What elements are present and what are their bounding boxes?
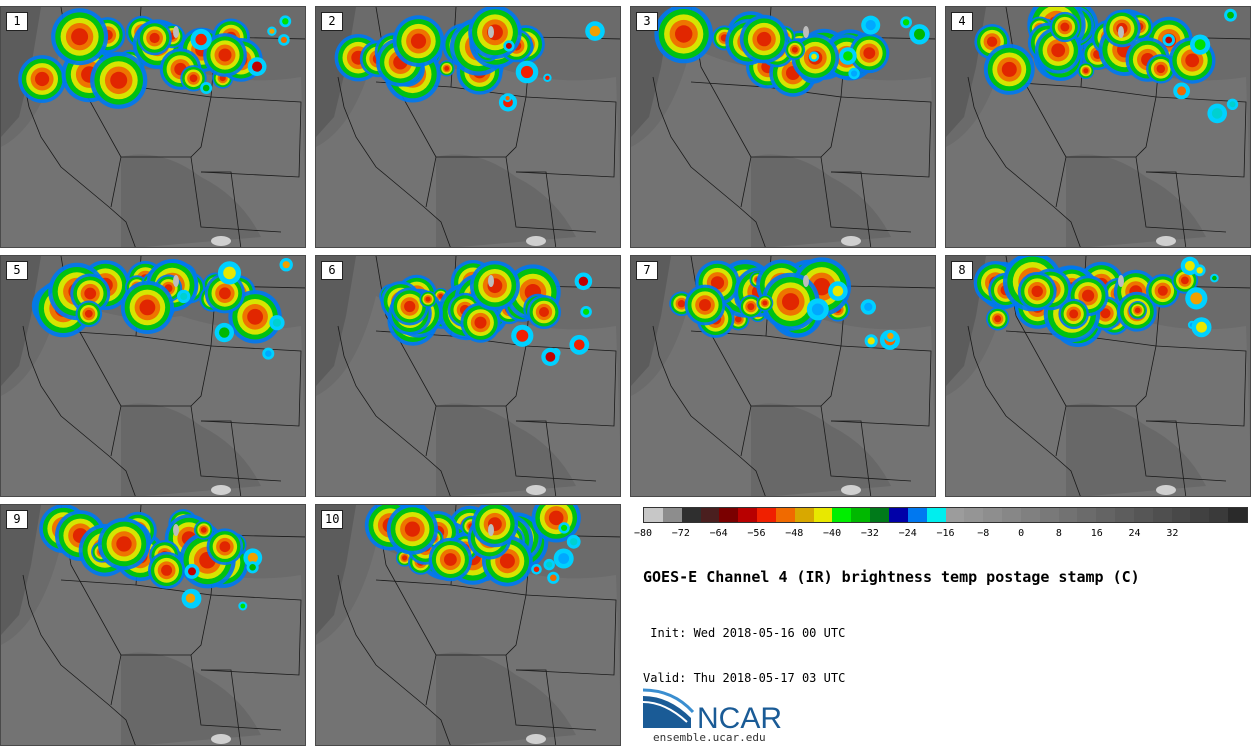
stamp-panel-7: 7: [630, 255, 936, 497]
ir-map-3: [631, 7, 935, 247]
stamp-panel-4: 4: [945, 6, 1251, 248]
colorbar-segment: [662, 508, 682, 522]
ir-map-8: [946, 256, 1250, 496]
stamp-panel-10: 10: [315, 504, 621, 746]
stamp-number: 3: [636, 12, 658, 31]
colorbar-segment: [719, 508, 739, 522]
colorbar-tick-label: −56: [747, 528, 766, 539]
website-text: ensemble.ucar.edu: [653, 731, 766, 744]
colorbar-segment: [681, 508, 701, 522]
stamp-panel-3: 3: [630, 6, 936, 248]
stamp-number: 6: [321, 261, 343, 280]
stamp-panel-8: 8: [945, 255, 1251, 497]
logo-text: NCAR: [697, 702, 782, 732]
ir-map-9: [1, 505, 305, 745]
stamp-number: 10: [321, 510, 344, 529]
valid-time: Valid: Thu 2018-05-17 03 UTC: [643, 671, 846, 685]
colorbar-segment: [644, 508, 663, 522]
colorbar-tick-label: −48: [785, 528, 804, 539]
stamp-number: 9: [6, 510, 28, 529]
ir-map-7: [631, 256, 935, 496]
colorbar-segment: [870, 508, 889, 522]
colorbar-segment: [983, 508, 1003, 522]
ir-map-10: [316, 505, 620, 745]
colorbar-tick-label: −24: [898, 528, 917, 539]
colorbar-segment: [851, 508, 871, 522]
ir-map-6: [316, 256, 620, 496]
colorbar-segment: [1152, 508, 1172, 522]
ir-map-2: [316, 7, 620, 247]
stamp-number: 2: [321, 12, 343, 31]
colorbar-segment: [1190, 508, 1210, 522]
ncar-logo: NCAR: [643, 688, 782, 732]
colorbar-segment: [1133, 508, 1153, 522]
colorbar-segment: [1096, 508, 1116, 522]
run-info: Init: Wed 2018-05-16 00 UTC Valid: Thu 2…: [643, 596, 845, 701]
colorbar-segment: [1209, 508, 1229, 522]
colorbar-tick-label: 32: [1166, 528, 1179, 539]
ir-map-4: [946, 7, 1250, 247]
colorbar-segment: [945, 508, 965, 522]
ir-map-1: [1, 7, 305, 247]
colorbar-segment: [1171, 508, 1191, 522]
colorbar-tick-label: 8: [1055, 528, 1062, 539]
colorbar-tick-label: −80: [633, 528, 653, 539]
colorbar-segment: [1002, 508, 1021, 522]
stamp-number: 7: [636, 261, 658, 280]
colorbar-tick-label: −40: [823, 528, 842, 539]
stamp-panel-2: 2: [315, 6, 621, 248]
stamp-number: 4: [951, 12, 973, 31]
colorbar-tick-label: −8: [977, 528, 990, 539]
ir-map-5: [1, 256, 305, 496]
stamp-number: 1: [6, 12, 28, 31]
colorbar-segment: [813, 508, 833, 522]
colorbar-segment: [907, 508, 927, 522]
stamp-number: 8: [951, 261, 973, 280]
colorbar-segment: [738, 508, 758, 522]
colorbar-ticks: −80 −72 −64 −56 −48 −40 −32 −24 −16 −8 0 8 16 24 32: [634, 528, 1248, 542]
colorbar-tick-label: 24: [1128, 528, 1141, 539]
colorbar-segment: [832, 508, 852, 522]
stamp-panel-9: 9: [0, 504, 306, 746]
colorbar-segment: [888, 508, 908, 522]
colorbar-segment: [1058, 508, 1078, 522]
colorbar-tick-label: −16: [936, 528, 955, 539]
colorbar-tick-label: −72: [671, 528, 690, 539]
colorbar-segment: [775, 508, 795, 522]
colorbar-segment: [1115, 508, 1134, 522]
stamp-panel-1: 1: [0, 6, 306, 248]
colorbar-segment: [1039, 508, 1059, 522]
stamp-panel-5: 5: [0, 255, 306, 497]
colorbar-segment: [757, 508, 776, 522]
colorbar-tick-label: −64: [709, 528, 728, 539]
colorbar-tick-label: 0: [1018, 528, 1025, 539]
stamp-panel-6: 6: [315, 255, 621, 497]
colorbar: [643, 507, 1248, 523]
colorbar-segment: [964, 508, 984, 522]
colorbar-segment: [794, 508, 814, 522]
colorbar-segment: [1228, 508, 1247, 522]
colorbar-segment: [1020, 508, 1040, 522]
init-time: Init: Wed 2018-05-16 00 UTC: [643, 626, 846, 640]
colorbar-segment: [926, 508, 946, 522]
figure-title: GOES-E Channel 4 (IR) brightness temp po…: [643, 568, 1140, 586]
colorbar-tick-label: −32: [860, 528, 879, 539]
colorbar-segment: [700, 508, 720, 522]
colorbar-tick-label: 16: [1090, 528, 1103, 539]
colorbar-segment: [1077, 508, 1097, 522]
stamp-number: 5: [6, 261, 28, 280]
